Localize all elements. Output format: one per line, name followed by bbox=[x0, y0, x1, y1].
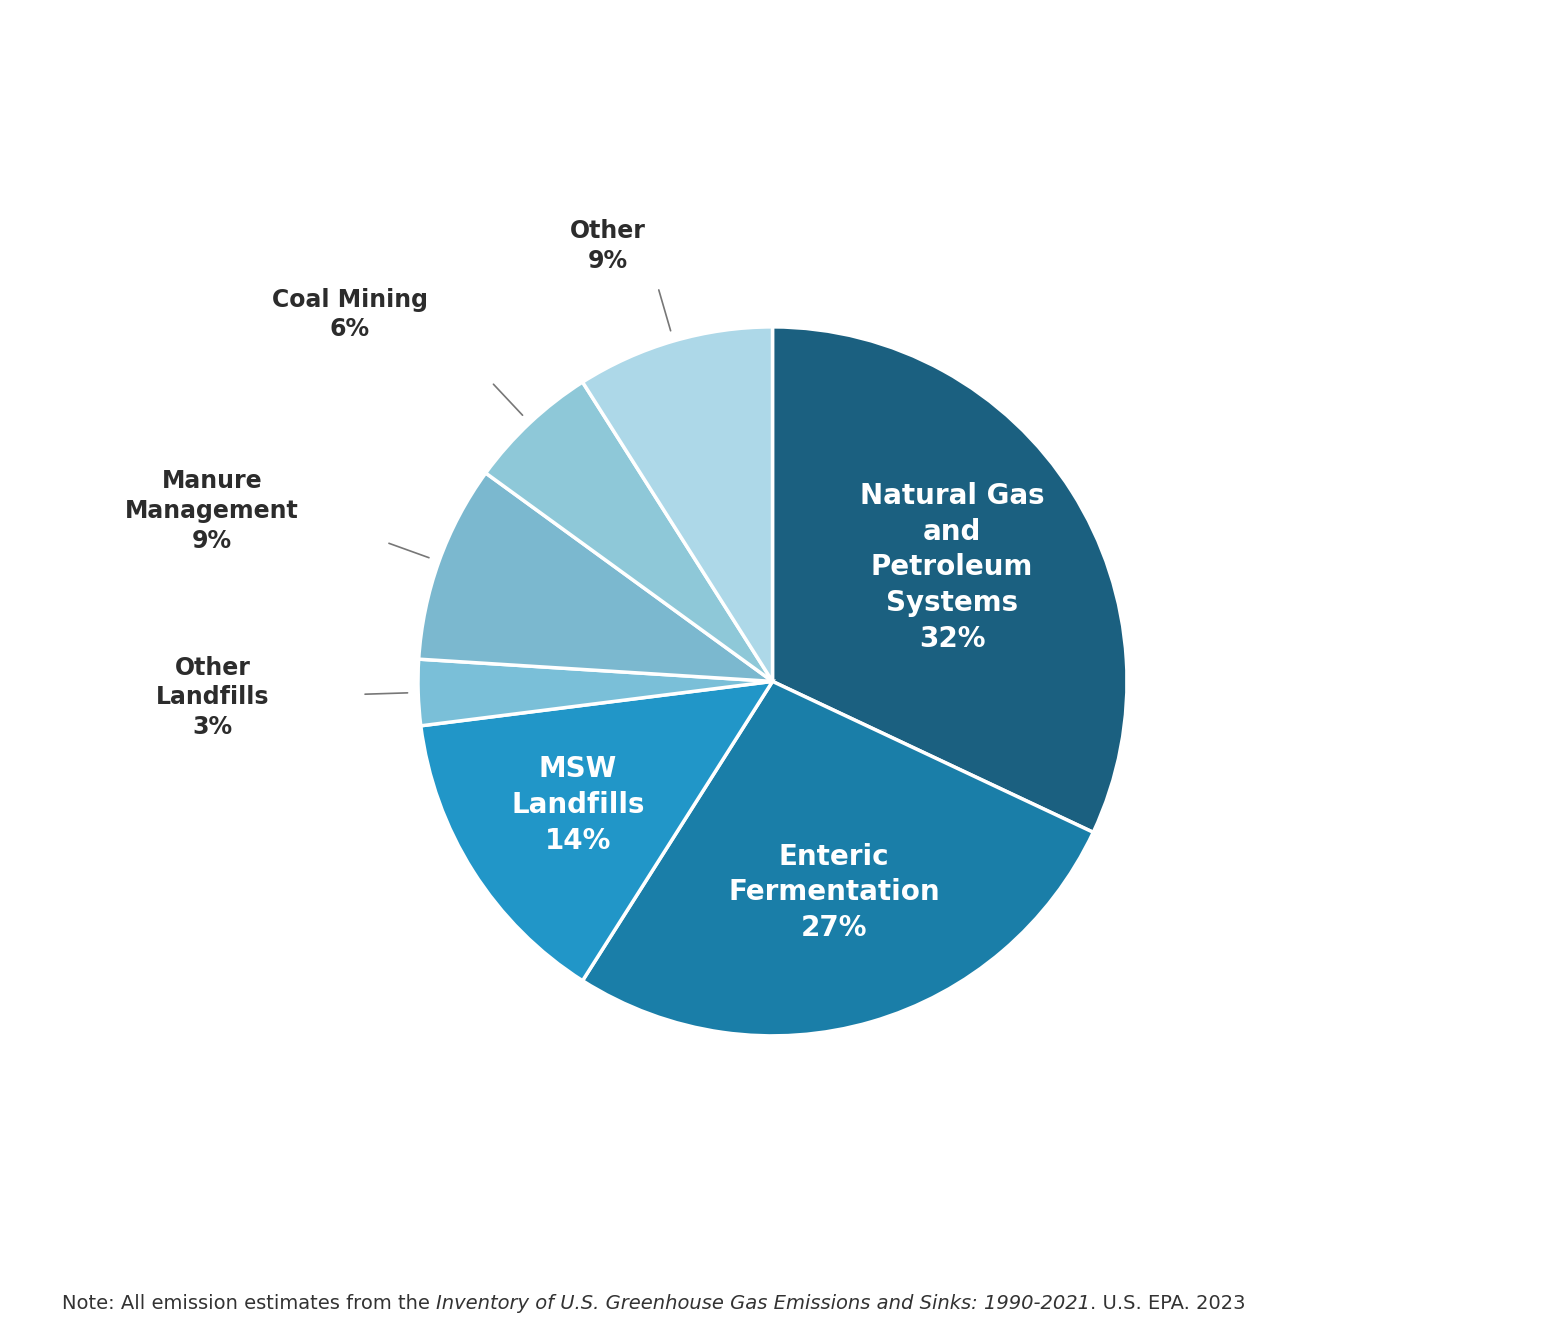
Text: . U.S. EPA. 2023: . U.S. EPA. 2023 bbox=[1089, 1293, 1245, 1313]
Text: 2021 U.S. Methane Emissions, By Source: 2021 U.S. Methane Emissions, By Source bbox=[165, 23, 1380, 74]
Text: Enteric
Fermentation
27%: Enteric Fermentation 27% bbox=[728, 843, 939, 942]
Text: Natural Gas
and
Petroleum
Systems
32%: Natural Gas and Petroleum Systems 32% bbox=[859, 482, 1044, 653]
Wedge shape bbox=[419, 473, 772, 681]
Wedge shape bbox=[582, 681, 1094, 1036]
Wedge shape bbox=[420, 681, 772, 981]
Wedge shape bbox=[419, 659, 772, 726]
Wedge shape bbox=[582, 327, 772, 681]
Wedge shape bbox=[485, 382, 772, 681]
Text: Other
Landfills
3%: Other Landfills 3% bbox=[156, 655, 269, 738]
Text: Inventory of U.S. Greenhouse Gas Emissions and Sinks: 1990-2021: Inventory of U.S. Greenhouse Gas Emissio… bbox=[436, 1293, 1089, 1313]
Text: MSW
Landfills
14%: MSW Landfills 14% bbox=[511, 756, 644, 855]
Text: Manure
Management
9%: Manure Management 9% bbox=[125, 469, 298, 552]
Wedge shape bbox=[772, 327, 1126, 832]
Text: Note: All emission estimates from the: Note: All emission estimates from the bbox=[62, 1293, 436, 1313]
Text: Other
9%: Other 9% bbox=[570, 218, 646, 272]
Text: Coal Mining
6%: Coal Mining 6% bbox=[272, 288, 428, 342]
